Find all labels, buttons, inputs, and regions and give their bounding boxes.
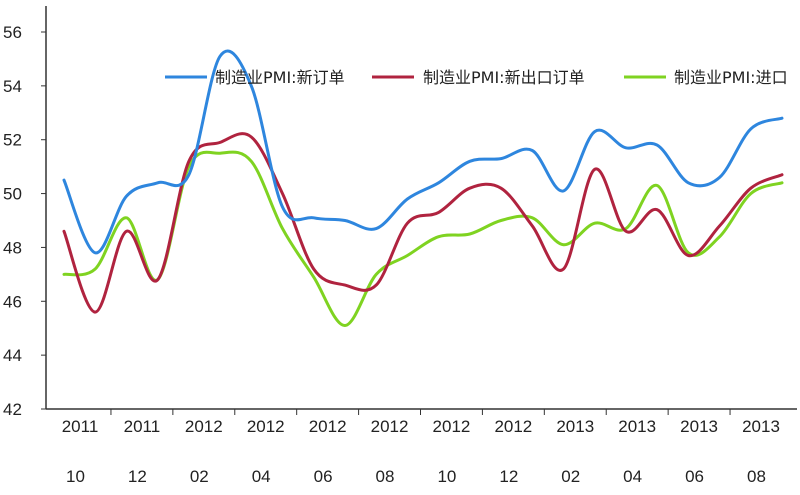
y-tick-label: 50 <box>3 185 22 204</box>
legend: 制造业PMI:新订单 制造业PMI:新出口订单 制造业PMI:进口 <box>165 68 788 87</box>
legend-label-2: 制造业PMI:进口 <box>674 68 788 87</box>
y-tick-label: 42 <box>3 400 22 419</box>
x-tick-label-month: 02 <box>561 467 580 486</box>
x-tick-label-month: 06 <box>685 467 704 486</box>
x-tick-label-month: 10 <box>66 467 85 486</box>
x-tick-label-year: 2012 <box>371 417 409 436</box>
y-axis-ticks: 42 44 46 48 50 52 54 56 <box>3 23 46 419</box>
x-tick-label-month: 06 <box>314 467 333 486</box>
x-tick-label-month: 12 <box>499 467 518 486</box>
x-tick-label-month: 12 <box>128 467 147 486</box>
x-tick-label-month: 10 <box>437 467 456 486</box>
y-tick-label: 44 <box>3 346 22 365</box>
x-tick-label-year: 2012 <box>309 417 347 436</box>
x-tick-label-month: 08 <box>376 467 395 486</box>
x-tick-label-year: 2013 <box>556 417 594 436</box>
x-tick-label-month: 08 <box>747 467 766 486</box>
x-tick-label-month: 02 <box>190 467 209 486</box>
x-tick-label-month: 04 <box>623 467 642 486</box>
x-tick-label-year: 2011 <box>62 417 99 436</box>
x-tick-label-year: 2013 <box>618 417 656 436</box>
x-tick-label-year: 2012 <box>247 417 285 436</box>
axes <box>45 6 797 410</box>
series-lines <box>62 49 784 327</box>
x-tick-label-year: 2012 <box>185 417 223 436</box>
y-tick-label: 52 <box>3 131 22 150</box>
x-tick-label-year: 2012 <box>494 417 532 436</box>
x-tick-label-year: 2013 <box>742 417 780 436</box>
series-line-1 <box>62 132 784 314</box>
y-tick-label: 54 <box>3 77 22 96</box>
legend-label-0: 制造业PMI:新订单 <box>215 68 345 87</box>
y-tick-label: 46 <box>3 292 22 311</box>
x-tick-label-year: 2012 <box>433 417 471 436</box>
y-tick-label: 48 <box>3 238 22 257</box>
y-tick-label: 56 <box>3 23 22 42</box>
legend-label-1: 制造业PMI:新出口订单 <box>423 68 585 87</box>
series-line-0 <box>62 49 784 255</box>
x-tick-label-year: 2013 <box>680 417 718 436</box>
x-axis-ticks: 2011 10 2011 12 2012 02 2012 04 2012 06 2012 08 2012… <box>62 409 780 486</box>
x-tick-label-month: 04 <box>252 467 271 486</box>
x-tick-label-year: 2011 <box>124 417 161 436</box>
